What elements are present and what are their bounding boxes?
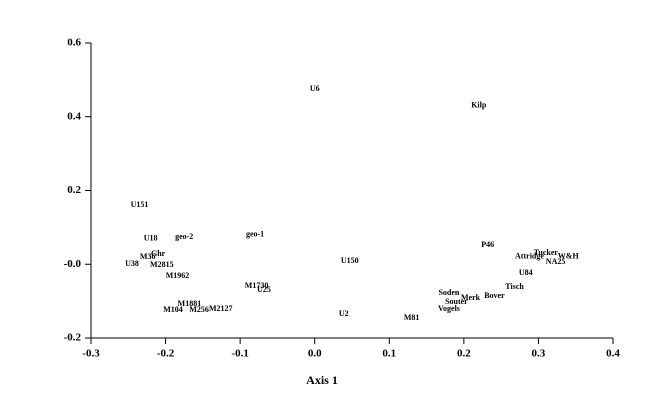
point-label: M2127 <box>209 304 233 313</box>
x-tick-label: 0.0 <box>308 348 322 360</box>
point-label: M36 <box>140 252 156 261</box>
point-label: Merk <box>461 293 481 302</box>
x-tick-label: 0.4 <box>606 348 620 360</box>
point-label: M104 <box>163 305 183 314</box>
point-label: Tucker <box>534 248 559 257</box>
point-label: U151 <box>131 200 149 209</box>
x-tick-label: -0.2 <box>157 348 175 360</box>
point-label: Bover <box>484 291 505 300</box>
point-label: M1881 <box>178 299 202 308</box>
x-axis-label: Axis 1 <box>306 373 338 387</box>
x-tick-label: 0.3 <box>532 348 546 360</box>
point-label: Vogels <box>438 304 460 313</box>
y-tick-label: -0.2 <box>64 332 82 344</box>
y-tick-label: 0.6 <box>67 37 81 49</box>
point-label: Tisch <box>505 282 524 291</box>
point-label: U18 <box>144 233 158 242</box>
point-label: M2815 <box>150 260 174 269</box>
point-label: U150 <box>341 256 359 265</box>
point-label: U25 <box>257 285 271 294</box>
point-label: Souter <box>445 297 468 306</box>
point-label: Soden <box>438 288 459 297</box>
point-label: M256 <box>189 305 209 314</box>
point-label: W&H <box>558 252 580 261</box>
point-label: M81 <box>404 313 420 322</box>
x-tick-label: -0.3 <box>82 348 100 360</box>
point-label: geo-2 <box>175 232 193 241</box>
x-tick-label: -0.1 <box>231 348 248 360</box>
point-label: Attridge <box>515 252 544 261</box>
point-label: M1730 <box>245 281 269 290</box>
y-tick-label: 0.2 <box>67 184 81 196</box>
x-tick-label: 0.1 <box>382 348 396 360</box>
point-label: U84 <box>519 268 533 277</box>
point-label: geo-1 <box>246 230 264 239</box>
y-tick-label: 0.4 <box>67 110 81 122</box>
point-label: M1962 <box>166 271 190 280</box>
point-label: U38 <box>125 259 139 268</box>
point-label: U2 <box>339 309 349 318</box>
point-label: P46 <box>481 240 494 249</box>
y-tick-label: -0.0 <box>64 258 82 270</box>
x-tick-label: 0.2 <box>457 348 471 360</box>
point-label: Ghr <box>151 249 166 258</box>
point-label: U6 <box>310 84 320 93</box>
point-label: NA25 <box>546 257 566 266</box>
point-label: Kilp <box>471 101 487 110</box>
